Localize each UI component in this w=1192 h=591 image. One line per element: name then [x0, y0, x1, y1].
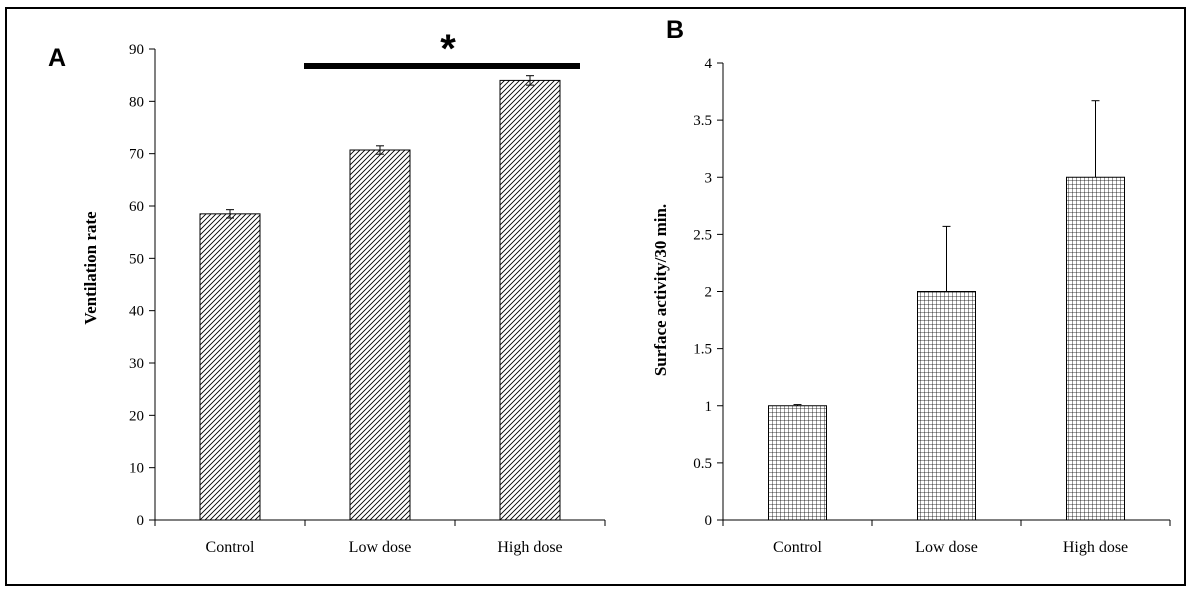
category-label: Control — [206, 539, 255, 556]
y-tick-label: 30 — [129, 356, 144, 372]
panel-a: A Ventilation rate 0 10 20 30 40 50 60 70 80 90 C… — [48, 27, 606, 556]
y-tick-label: 70 — [129, 147, 144, 163]
y-tick-label: 50 — [129, 251, 144, 267]
panel-b-y-axis-label: Surface activity/30 min. — [651, 204, 670, 376]
panel-b-label: B — [666, 16, 684, 44]
y-tick-label: 2 — [705, 285, 713, 301]
y-tick-label: 0 — [705, 513, 713, 529]
category-label: High dose — [1063, 539, 1128, 556]
y-tick-label: 40 — [129, 304, 144, 320]
panel-b: B Surface activity/30 min. 0 0.5 1 1.5 2 2.5 3… — [651, 16, 1171, 556]
category-label: Control — [773, 539, 822, 556]
category-label: Low dose — [349, 539, 412, 556]
bar — [1066, 176, 1125, 521]
panel-a-y-axis-label: Ventilation rate — [81, 211, 100, 325]
y-tick-label: 90 — [129, 42, 144, 58]
y-tick-label: 4 — [705, 56, 713, 72]
bar — [917, 291, 976, 521]
category-label: Low dose — [915, 539, 978, 556]
significance-asterisk: * — [440, 27, 456, 71]
y-tick-label: 2.5 — [693, 227, 712, 243]
bar — [349, 149, 411, 521]
y-tick-label: 1 — [705, 399, 713, 415]
y-tick-label: 20 — [129, 408, 144, 424]
category-label: High dose — [497, 539, 562, 556]
y-tick-label: 1.5 — [693, 342, 712, 358]
y-tick-label: 3.5 — [693, 113, 712, 129]
y-tick-label: 10 — [129, 461, 144, 477]
bar — [199, 213, 261, 521]
y-tick-label: 3 — [705, 170, 713, 186]
y-tick-label: 60 — [129, 199, 144, 215]
panel-a-label: A — [48, 44, 66, 72]
figure-frame — [5, 7, 1186, 586]
y-tick-label: 80 — [129, 94, 144, 110]
y-tick-label: 0.5 — [693, 456, 712, 472]
bar — [768, 405, 827, 521]
bar — [499, 79, 561, 521]
y-tick-label: 0 — [137, 513, 145, 529]
